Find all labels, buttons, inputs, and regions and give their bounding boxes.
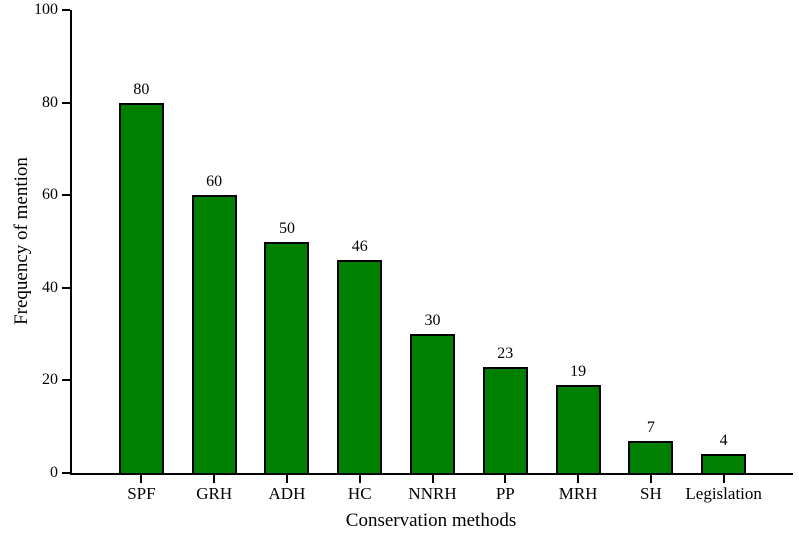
x-axis-cell: NNRH (396, 475, 469, 511)
y-tick (62, 472, 70, 474)
x-axis-cell: ADH (251, 475, 324, 511)
x-tick (577, 475, 580, 483)
bar-slot: 7 (614, 10, 687, 473)
y-tick (62, 101, 70, 104)
x-tick-label: Legislation (685, 484, 762, 503)
bar (191, 195, 237, 473)
x-tick-label: PP (495, 484, 515, 503)
x-tick-label: MRH (558, 484, 598, 503)
y-tick-label: 100 (34, 1, 58, 18)
y-tick-label: 60 (42, 186, 58, 204)
bar-value-label: 46 (351, 238, 368, 256)
x-tick (504, 475, 507, 483)
x-axis-cell: SH (614, 475, 687, 511)
bar-value-label: 4 (719, 432, 728, 450)
bar-value-label: 7 (646, 418, 655, 436)
y-tick-label: 0 (50, 464, 58, 481)
x-tick (140, 475, 143, 483)
bar-slot: 60 (178, 10, 251, 473)
plot-area: 0 20 40 60 80 100 80 60 50 46 30 23 19 7 4 (34, 1, 793, 481)
bar (482, 366, 528, 473)
y-tick (62, 379, 70, 382)
x-axis-cell: GRH (178, 475, 251, 511)
bar-value-label: 50 (278, 219, 295, 237)
y-axis-title: Frequency of mention (11, 157, 32, 325)
bar (628, 440, 674, 473)
bar-slot: 4 (687, 10, 760, 473)
x-tick-label: SH (639, 484, 662, 503)
x-tick (285, 475, 288, 483)
bar-value-label: 19 (570, 363, 587, 381)
x-tick-label: NNRH (408, 484, 457, 503)
bar-slot: 50 (251, 10, 324, 473)
bar-slot: 80 (105, 10, 178, 473)
bar (118, 102, 164, 473)
y-tick (62, 286, 70, 289)
x-axis-title: Conservation methods (345, 510, 517, 531)
y-tick (62, 194, 70, 197)
y-tick-label: 40 (42, 278, 58, 296)
x-axis-cell: PP (469, 475, 542, 511)
bar (555, 385, 601, 473)
x-tick (358, 475, 361, 483)
x-tick (213, 475, 216, 483)
bar (701, 454, 747, 473)
bar-slot: 46 (323, 10, 396, 473)
x-axis-cell: SPF (105, 475, 178, 511)
y-tick-label: 20 (42, 371, 58, 389)
y-tick (62, 9, 70, 11)
bars-container: 80 60 50 46 30 23 19 7 4 (105, 10, 760, 473)
y-tick-label: 80 (42, 93, 58, 111)
x-tick (722, 475, 725, 483)
x-tick (649, 475, 652, 483)
bar-value-label: 60 (206, 173, 223, 191)
bar-value-label: 30 (424, 312, 441, 330)
bar (264, 241, 310, 473)
x-tick-label: GRH (196, 484, 233, 503)
x-tick-label: HC (347, 484, 372, 503)
x-axis-cell: HC (323, 475, 396, 511)
x-axis-cell: MRH (542, 475, 615, 511)
x-tick-label: SPF (127, 484, 156, 503)
bar-value-label: 23 (497, 344, 514, 362)
x-tick-label: ADH (268, 484, 306, 503)
bar-value-label: 80 (133, 80, 150, 98)
x-axis-cell: Legislation (685, 475, 762, 511)
bar-slot: 30 (396, 10, 469, 473)
bar-slot: 23 (469, 10, 542, 473)
bar-slot: 19 (542, 10, 615, 473)
x-axis: SPF GRH ADH HC NNRH PP MRH SH Legislation (105, 475, 762, 511)
bar (410, 334, 456, 473)
bar (337, 260, 383, 473)
x-tick (431, 475, 434, 483)
